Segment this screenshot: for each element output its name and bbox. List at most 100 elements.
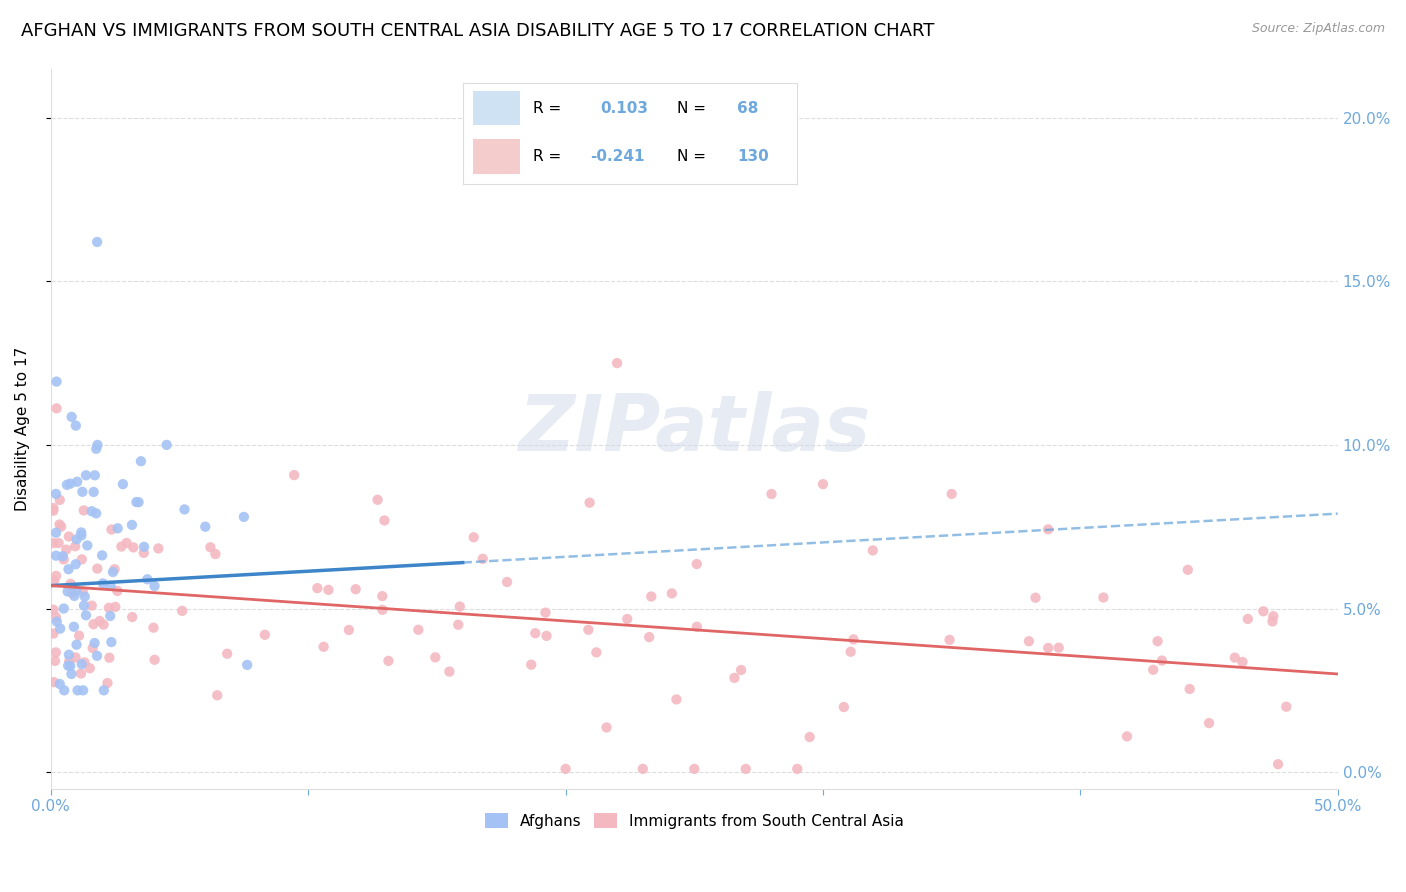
Point	[1024, 591, 1046, 605]
Point	[129, 454, 152, 468]
Point	[66, 583, 89, 598]
Point	[1253, 604, 1275, 618]
Point	[70, 657, 93, 672]
Point	[811, 477, 834, 491]
Point	[337, 623, 360, 637]
Point	[49, 622, 72, 636]
Point	[45, 401, 67, 416]
Text: ZIPatlas: ZIPatlas	[519, 391, 870, 467]
Point	[42, 536, 65, 550]
Point	[100, 579, 122, 593]
Point	[730, 663, 752, 677]
Point	[408, 623, 430, 637]
Point	[45, 487, 67, 501]
Point	[45, 375, 67, 389]
Point	[578, 496, 600, 510]
Point	[194, 519, 217, 533]
Point	[52, 552, 75, 566]
Point	[723, 671, 745, 685]
Point	[45, 549, 67, 563]
Point	[1198, 716, 1220, 731]
Point	[1142, 663, 1164, 677]
Point	[236, 657, 259, 672]
Point	[70, 528, 93, 542]
Point	[72, 683, 94, 698]
Point	[63, 620, 86, 634]
Point	[75, 468, 97, 483]
Point	[60, 409, 83, 424]
Point	[172, 604, 194, 618]
Point	[73, 590, 96, 604]
Point	[734, 762, 756, 776]
Point	[58, 654, 80, 668]
Point	[1038, 640, 1060, 655]
Point	[45, 610, 67, 624]
Point	[1146, 634, 1168, 648]
Point	[143, 653, 166, 667]
Point	[205, 688, 228, 702]
Point	[42, 602, 65, 616]
Point	[70, 525, 93, 540]
Point	[1036, 522, 1059, 536]
Point	[136, 572, 159, 586]
Point	[65, 558, 87, 572]
Point	[42, 574, 65, 588]
Point	[1236, 612, 1258, 626]
Point	[832, 700, 855, 714]
Point	[371, 589, 394, 603]
Point	[42, 626, 65, 640]
Point	[312, 640, 335, 654]
Point	[1223, 650, 1246, 665]
Point	[665, 692, 688, 706]
Point	[1178, 681, 1201, 696]
Point	[49, 677, 72, 691]
Point	[60, 667, 83, 681]
Point	[60, 586, 83, 600]
Point	[371, 603, 394, 617]
Point	[839, 645, 862, 659]
Point	[1018, 634, 1040, 648]
Point	[82, 641, 104, 656]
Point	[86, 648, 108, 663]
Point	[307, 581, 329, 595]
Point	[70, 666, 93, 681]
Point	[449, 599, 471, 614]
Point	[63, 589, 86, 603]
Point	[536, 629, 558, 643]
Point	[631, 762, 654, 776]
Point	[66, 475, 89, 489]
Point	[67, 629, 90, 643]
Point	[661, 586, 683, 600]
Point	[156, 438, 179, 452]
Point	[425, 650, 447, 665]
Point	[84, 442, 107, 456]
Point	[377, 654, 399, 668]
Point	[318, 582, 340, 597]
Point	[56, 477, 79, 491]
Point	[367, 492, 389, 507]
Point	[1263, 609, 1285, 624]
Point	[524, 626, 547, 640]
Point	[1232, 655, 1254, 669]
Point	[439, 665, 461, 679]
Point	[72, 584, 94, 599]
Point	[121, 610, 143, 624]
Point	[97, 600, 120, 615]
Point	[44, 654, 66, 668]
Point	[1116, 730, 1139, 744]
Point	[65, 533, 87, 547]
Point	[66, 683, 89, 698]
Point	[125, 495, 148, 509]
Point	[73, 599, 96, 613]
Point	[63, 539, 86, 553]
Point	[103, 562, 125, 576]
Point	[143, 579, 166, 593]
Point	[471, 551, 494, 566]
Point	[862, 543, 884, 558]
Point	[45, 569, 67, 583]
Point	[173, 502, 195, 516]
Point	[42, 675, 65, 690]
Point	[111, 477, 134, 491]
Point	[59, 577, 82, 591]
Point	[463, 530, 485, 544]
